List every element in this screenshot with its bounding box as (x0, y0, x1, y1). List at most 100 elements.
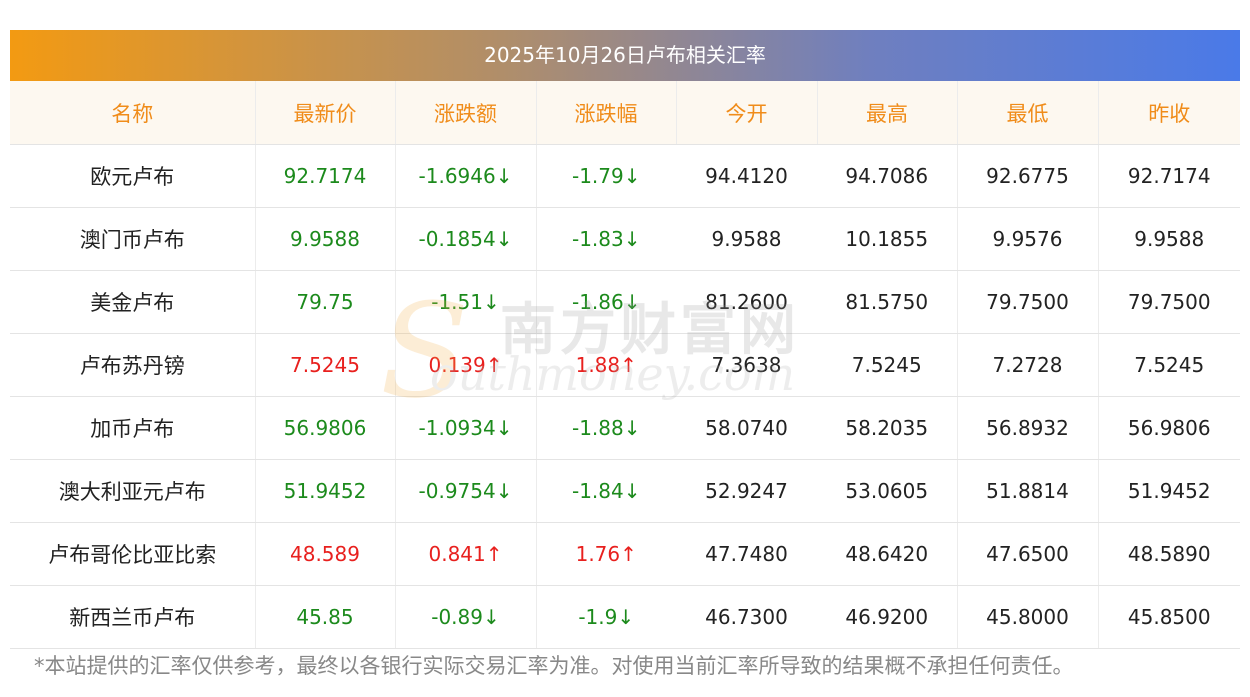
cell-latest-value: 45.85 (296, 605, 354, 629)
arrow-down-icon: ↓ (617, 605, 635, 629)
cell-open-value: 58.0740 (705, 416, 788, 440)
cell-change-value: -0.9754 (418, 479, 496, 503)
table-body: 欧元卢布 92.7174 -1.6946↓ -1.79↓ 94.4120 94.7086 9… (10, 144, 1240, 649)
cell-change-value: -1.6946 (418, 164, 496, 188)
cell-change: 0.139↑ (395, 333, 537, 397)
cell-low-value: 47.6500 (986, 542, 1069, 566)
cell-high-value: 94.7086 (845, 164, 929, 188)
cell-prev-close: 7.5245 (1098, 333, 1240, 397)
cell-open: 52.9247 (676, 459, 817, 523)
cell-prev-close-value: 45.8500 (1127, 605, 1211, 629)
cell-high-value: 46.9200 (845, 605, 929, 629)
cell-change: -0.89↓ (395, 585, 537, 649)
table-row: 加币卢布 56.9806 -1.0934↓ -1.88↓ 58.0740 58.2035 5… (10, 396, 1240, 460)
arrow-down-icon: ↓ (623, 290, 641, 314)
cell-low: 51.8814 (957, 459, 1099, 523)
cell-change-pct: -1.88↓ (536, 396, 676, 460)
cell-change-pct-value: -1.83 (571, 227, 624, 251)
cell-prev-close-value: 56.9806 (1127, 416, 1211, 440)
cell-high-value: 48.6420 (845, 542, 929, 566)
cell-latest: 45.85 (255, 585, 396, 649)
cell-open: 9.9588 (676, 207, 817, 271)
cell-latest: 56.9806 (255, 396, 396, 460)
cell-change-pct-value: 1.76 (575, 542, 621, 566)
cell-name-value: 新西兰币卢布 (69, 606, 196, 630)
cell-change-pct-value: -1.88 (571, 416, 624, 440)
cell-low-value: 79.7500 (986, 290, 1069, 314)
cell-name: 卢布苏丹镑 (10, 333, 256, 397)
cell-change-pct-value: -1.86 (571, 290, 624, 314)
cell-open-value: 46.7300 (705, 605, 788, 629)
cell-latest-value: 9.9588 (290, 227, 360, 251)
cell-name-value: 欧元卢布 (90, 165, 175, 189)
header-low: 最低 (957, 81, 1099, 145)
cell-prev-close: 79.7500 (1098, 270, 1240, 334)
exchange-rate-table: 名称 最新价 涨跌额 涨跌幅 今开 最高 最低 昨收 欧元卢布 92.7174 -1… (10, 81, 1240, 649)
page-title: 2025年10月26日卢布相关汇率 (10, 30, 1240, 81)
cell-high: 46.9200 (817, 585, 958, 649)
header-change-pct: 涨跌幅 (536, 81, 677, 145)
cell-change-pct: -1.83↓ (536, 207, 676, 271)
cell-name: 美金卢布 (10, 270, 256, 334)
cell-open: 7.3638 (676, 333, 817, 397)
cell-latest: 48.589 (255, 522, 396, 586)
cell-prev-close-value: 7.5245 (1134, 353, 1205, 377)
cell-low-value: 92.6775 (986, 164, 1069, 188)
cell-high: 94.7086 (817, 144, 958, 208)
cell-name-value: 澳门币卢布 (79, 228, 185, 252)
arrow-up-icon: ↑ (620, 353, 637, 377)
cell-high-value: 58.2035 (845, 416, 929, 440)
arrow-down-icon: ↓ (495, 164, 513, 188)
cell-latest: 79.75 (255, 270, 396, 334)
cell-latest: 92.7174 (255, 144, 396, 208)
cell-latest: 51.9452 (255, 459, 396, 523)
cell-name-value: 美金卢布 (90, 291, 175, 315)
cell-prev-close: 51.9452 (1098, 459, 1240, 523)
cell-low-value: 45.8000 (986, 605, 1069, 629)
header-change: 涨跌额 (395, 81, 537, 145)
table-row: 卢布哥伦比亚比索 48.589 0.841↑ 1.76↑ 47.7480 48.6420 4… (10, 522, 1240, 586)
cell-low: 47.6500 (957, 522, 1099, 586)
header-prev-close: 昨收 (1098, 81, 1240, 145)
cell-high: 7.5245 (817, 333, 958, 397)
cell-change-pct: 1.88↑ (536, 333, 676, 397)
arrow-down-icon: ↓ (495, 416, 513, 440)
cell-name-value: 卢布苏丹镑 (79, 354, 185, 378)
table-header-row: 名称 最新价 涨跌额 涨跌幅 今开 最高 最低 昨收 (10, 81, 1240, 145)
cell-latest-value: 92.7174 (283, 164, 367, 188)
cell-change: -1.51↓ (395, 270, 537, 334)
cell-open-value: 94.4120 (705, 164, 788, 188)
cell-name-value: 卢布哥伦比亚比索 (48, 543, 217, 567)
arrow-down-icon: ↓ (623, 416, 641, 440)
table-row: 新西兰币卢布 45.85 -0.89↓ -1.9↓ 46.7300 46.9200 45.8… (10, 585, 1240, 649)
cell-change: -1.0934↓ (395, 396, 537, 460)
cell-name: 澳门币卢布 (10, 207, 256, 271)
header-name: 名称 (10, 81, 256, 145)
cell-high: 48.6420 (817, 522, 958, 586)
cell-high-value: 81.5750 (845, 290, 929, 314)
cell-low-value: 56.8932 (986, 416, 1069, 440)
cell-open-value: 7.3638 (711, 353, 782, 377)
cell-change: 0.841↑ (395, 522, 537, 586)
cell-prev-close-value: 92.7174 (1127, 164, 1211, 188)
cell-prev-close-value: 51.9452 (1127, 479, 1211, 503)
cell-change-value: -0.1854 (418, 227, 496, 251)
cell-latest: 7.5245 (255, 333, 396, 397)
cell-low: 45.8000 (957, 585, 1099, 649)
arrow-down-icon: ↓ (482, 290, 500, 314)
cell-low-value: 51.8814 (986, 479, 1069, 503)
cell-name: 加币卢布 (10, 396, 256, 460)
cell-name: 欧元卢布 (10, 144, 256, 208)
cell-latest-value: 48.589 (290, 542, 360, 566)
cell-change-value: -1.0934 (418, 416, 496, 440)
cell-low-value: 7.2728 (992, 353, 1063, 377)
cell-change-pct: -1.84↓ (536, 459, 676, 523)
cell-high-value: 10.1855 (845, 227, 929, 251)
cell-low: 79.7500 (957, 270, 1099, 334)
cell-name: 澳大利亚元卢布 (10, 459, 256, 523)
cell-name-value: 加币卢布 (90, 417, 175, 441)
cell-latest-value: 51.9452 (283, 479, 367, 503)
cell-prev-close-value: 48.5890 (1127, 542, 1211, 566)
cell-high: 58.2035 (817, 396, 958, 460)
cell-latest-value: 79.75 (296, 290, 354, 314)
